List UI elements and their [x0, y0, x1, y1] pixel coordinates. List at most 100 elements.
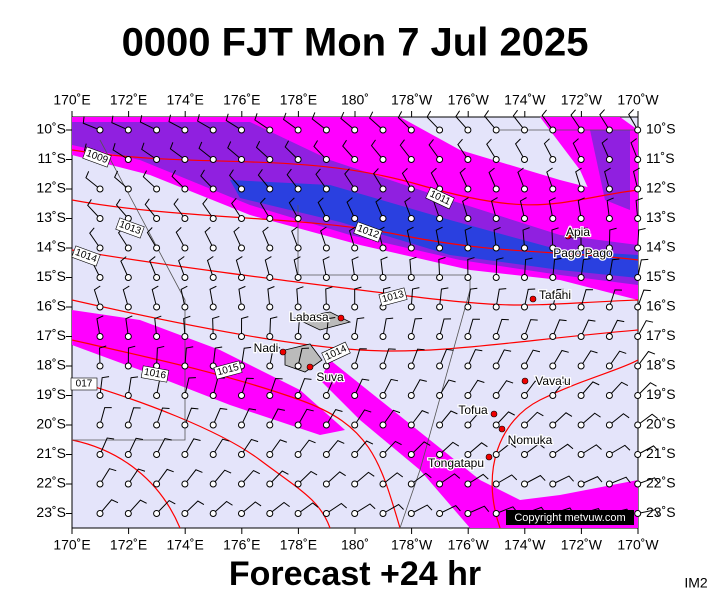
barb-station	[209, 156, 217, 163]
barb-station	[521, 274, 528, 281]
wind-barb	[524, 474, 546, 485]
barb-station	[322, 392, 330, 399]
wind-barb	[144, 198, 157, 219]
barb-station	[238, 303, 245, 311]
barb-station	[96, 126, 104, 134]
wind-barb	[608, 319, 625, 337]
wind-barb	[206, 256, 214, 278]
lat-label: 21˚S	[646, 445, 676, 461]
wind-barb	[99, 376, 110, 396]
barb-station	[238, 185, 245, 193]
barb-station	[181, 451, 189, 458]
wind-barb	[604, 167, 611, 190]
wind-barb	[608, 258, 620, 278]
wind-barb	[156, 437, 172, 455]
wind-barb	[184, 407, 199, 426]
wind-barb	[524, 319, 538, 337]
barb-station	[521, 362, 528, 370]
barb-station	[124, 303, 132, 311]
barb-station	[605, 215, 613, 222]
wind-barb	[269, 501, 290, 514]
barb-station	[124, 244, 132, 252]
barb-station	[634, 510, 642, 517]
barb-station	[181, 362, 189, 370]
wind-barb	[348, 226, 356, 249]
wind-barb	[426, 110, 440, 131]
wind-barb	[410, 410, 429, 426]
wind-barb	[406, 226, 414, 249]
wind-barb	[397, 111, 412, 131]
lat-label: 17˚S	[646, 327, 676, 343]
barb-station	[605, 244, 613, 252]
barb-station	[96, 215, 104, 222]
wind-barb	[488, 167, 497, 190]
wind-barb	[410, 379, 427, 396]
wind-barb	[439, 318, 452, 337]
wind-barb	[637, 445, 659, 455]
barb-station	[634, 303, 642, 311]
wind-barb	[326, 440, 345, 455]
barb-station	[492, 244, 500, 252]
barb-station	[294, 421, 302, 429]
place-name: Tafahi	[539, 288, 571, 302]
wind-barb	[637, 382, 657, 396]
barb-station	[577, 303, 585, 311]
wind-barb	[580, 381, 600, 396]
barb-station	[407, 392, 415, 399]
barb-station	[322, 215, 330, 222]
wind-barb	[173, 198, 186, 219]
barb-station	[238, 421, 245, 429]
wind-barb	[257, 169, 271, 190]
barb-station	[322, 156, 330, 163]
wind-barb	[524, 380, 542, 396]
wind-barb	[154, 315, 162, 337]
barb-station	[181, 510, 189, 517]
place-name: Suva	[316, 370, 344, 384]
copyright-box	[506, 510, 634, 525]
barb-station	[294, 392, 302, 399]
wind-barb	[269, 316, 278, 337]
wind-barb	[541, 109, 554, 131]
barb-station	[124, 185, 132, 193]
wind-barb	[184, 500, 205, 514]
barb-station	[153, 274, 161, 281]
wind-barb	[297, 378, 312, 396]
barb-station	[351, 362, 359, 370]
wind-barb	[495, 349, 512, 367]
barb-station	[209, 215, 217, 222]
barb-station	[181, 244, 189, 252]
isobar-label-box	[70, 377, 98, 391]
barb-station	[96, 244, 104, 252]
isobar-label-text: 017	[76, 379, 93, 390]
wind-barb	[380, 256, 388, 278]
wind-barb	[99, 468, 117, 485]
wind-barb	[606, 197, 614, 219]
wind-barb	[127, 345, 136, 367]
barb-station	[549, 156, 557, 163]
place-marker	[521, 377, 529, 385]
barb-station	[577, 156, 585, 163]
barb-station	[96, 421, 104, 429]
barb-station	[96, 362, 104, 370]
barb-station	[379, 185, 387, 193]
wind-barb	[495, 411, 515, 426]
barb-station	[605, 421, 613, 429]
barb-station	[322, 126, 330, 134]
barb-station	[605, 156, 613, 163]
barb-station	[351, 185, 359, 193]
barb-station	[407, 156, 415, 163]
barb-station	[322, 333, 330, 340]
isobar-label-box	[425, 186, 455, 210]
wind-barb	[609, 381, 629, 396]
place-name: Nadi	[254, 341, 279, 355]
isobar-label: 1016	[140, 365, 170, 383]
barb-station	[407, 126, 415, 134]
barb-station	[379, 421, 387, 429]
barb-station	[124, 126, 132, 134]
wind-barb	[264, 256, 272, 278]
wind-barb	[637, 477, 660, 485]
barb-station	[153, 156, 161, 163]
barb-station	[634, 156, 642, 163]
wind-barb	[127, 376, 139, 396]
